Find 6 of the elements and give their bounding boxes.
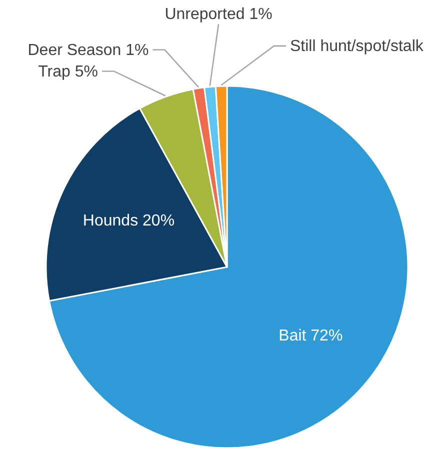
slice-label: Trap 5% [38, 63, 98, 80]
slice-label: Still hunt/spot/stalk [290, 38, 424, 55]
slice-label: Unreported 1% [164, 6, 272, 24]
slice-label: Deer Season 1% [28, 42, 149, 59]
slice-label: Bait 72% [278, 328, 343, 345]
slice-label: Hounds 20% [82, 212, 175, 230]
